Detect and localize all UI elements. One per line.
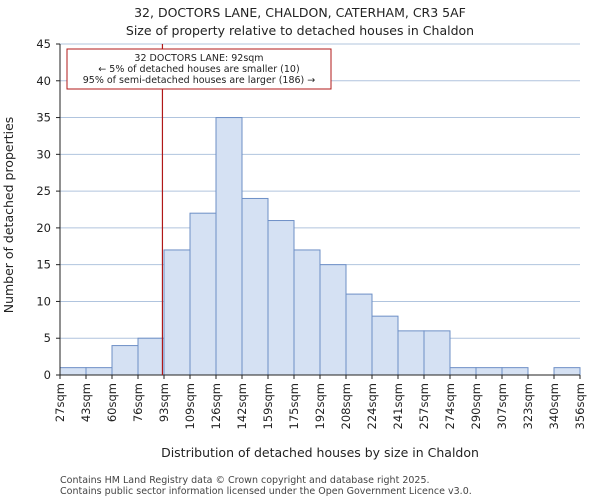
y-tick-label: 10 bbox=[36, 294, 51, 308]
bar-241sqm bbox=[397, 330, 425, 376]
y-tick-label: 45 bbox=[36, 37, 51, 51]
x-tick-labels: 27sqm 43sqm 60sqm 76sqm 93sqm 109sqm 126sqm 142… bbox=[53, 375, 587, 429]
y-tick-label: 40 bbox=[36, 74, 51, 88]
bar-159sqm bbox=[267, 220, 295, 376]
annotation-line-2: ← 5% of detached houses are smaller (10) bbox=[98, 64, 299, 75]
bar-109sqm bbox=[189, 212, 217, 376]
bar-142sqm bbox=[241, 197, 269, 376]
y-tick-label: 20 bbox=[36, 221, 51, 235]
bar-274sqm bbox=[449, 367, 477, 376]
bar-224sqm bbox=[371, 315, 399, 376]
bar-60sqm bbox=[111, 345, 139, 376]
bar-76sqm bbox=[137, 337, 165, 376]
chart-subtitle: Size of property relative to detached ho… bbox=[126, 23, 474, 38]
annotation-line-1: 32 DOCTORS LANE: 92sqm bbox=[134, 53, 263, 64]
chart-title: 32, DOCTORS LANE, CHALDON, CATERHAM, CR3… bbox=[134, 5, 466, 20]
footer-line-1: Contains HM Land Registry data © Crown c… bbox=[60, 475, 430, 486]
x-tick-label: 192sqm bbox=[313, 383, 327, 429]
y-axis-label: Number of detached properties bbox=[1, 117, 16, 314]
bar-27sqm bbox=[59, 367, 87, 376]
y-tick-label: 30 bbox=[36, 147, 51, 161]
y-tick-label: 15 bbox=[36, 258, 51, 272]
x-tick-label: 93sqm bbox=[157, 383, 171, 422]
y-tick-label: 25 bbox=[36, 184, 51, 198]
grid-lines bbox=[60, 43, 580, 339]
x-axis-label: Distribution of detached houses by size … bbox=[161, 445, 479, 460]
y-tick-label: 0 bbox=[44, 368, 51, 382]
y-tick-label: 5 bbox=[44, 331, 51, 345]
bar-43sqm bbox=[85, 367, 113, 376]
bar-93sqm bbox=[163, 249, 191, 376]
x-tick-label: 60sqm bbox=[105, 383, 119, 422]
bar-208sqm bbox=[345, 293, 373, 376]
x-tick-label: 274sqm bbox=[443, 383, 457, 429]
x-tick-label: 175sqm bbox=[287, 383, 301, 429]
x-tick-label: 126sqm bbox=[209, 383, 223, 429]
bar-175sqm bbox=[293, 249, 321, 376]
bar-257sqm bbox=[423, 330, 451, 376]
x-tick-label: 109sqm bbox=[183, 383, 197, 429]
x-tick-label: 340sqm bbox=[547, 383, 561, 429]
bar-290sqm bbox=[475, 367, 503, 376]
x-tick-label: 290sqm bbox=[469, 383, 483, 429]
bar-126sqm bbox=[215, 117, 243, 376]
annotation-box bbox=[66, 48, 332, 90]
x-tick-label: 224sqm bbox=[365, 383, 379, 429]
x-tick-label: 307sqm bbox=[495, 383, 509, 429]
annotation-line-3: 95% of semi-detached houses are larger (… bbox=[83, 75, 316, 86]
x-tick-label: 241sqm bbox=[391, 383, 405, 429]
x-tick-label: 43sqm bbox=[79, 383, 93, 422]
bars bbox=[59, 117, 581, 376]
x-tick-label: 27sqm bbox=[53, 383, 67, 422]
x-tick-label: 356sqm bbox=[573, 383, 587, 429]
y-tick-label: 35 bbox=[36, 111, 51, 125]
bar-192sqm bbox=[319, 264, 347, 376]
footer-line-2: Contains public sector information licen… bbox=[60, 486, 472, 497]
x-tick-label: 159sqm bbox=[261, 383, 275, 429]
x-tick-label: 208sqm bbox=[339, 383, 353, 429]
x-tick-label: 257sqm bbox=[417, 383, 431, 429]
x-tick-label: 323sqm bbox=[521, 383, 535, 429]
x-tick-label: 76sqm bbox=[131, 383, 145, 422]
bar-340sqm bbox=[553, 367, 581, 376]
x-tick-label: 142sqm bbox=[235, 383, 249, 429]
y-tick-labels: 0 5 10 15 20 25 30 35 40 45 bbox=[36, 37, 60, 382]
bar-307sqm bbox=[501, 367, 529, 376]
marker-annotation: 32 DOCTORS LANE: 92sqm ← 5% of detached … bbox=[66, 48, 332, 90]
